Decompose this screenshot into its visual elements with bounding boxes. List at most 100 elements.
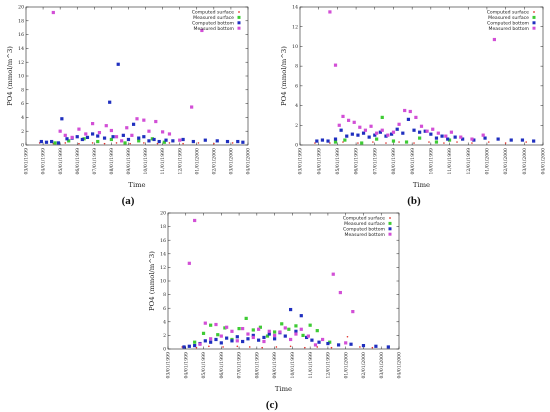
data-point [386, 133, 390, 137]
x-tick-label: 11/01/1999 [308, 352, 314, 379]
data-point [56, 141, 61, 145]
data-point [251, 335, 255, 340]
data-point [425, 129, 429, 133]
data-point [77, 127, 81, 131]
data-point [80, 137, 84, 142]
data-point [338, 290, 342, 295]
data-point [447, 138, 452, 142]
y-axis-label: PO4 (mmol/m^3) [280, 46, 288, 106]
legend-marker [389, 217, 391, 219]
x-tick-label: 03/01/1999 [24, 148, 30, 175]
x-tick-label: 10/01/1999 [143, 148, 149, 175]
legend-marker [237, 21, 241, 25]
data-point [195, 346, 198, 349]
data-point [367, 135, 371, 139]
data-point [147, 129, 151, 133]
data-point [235, 339, 239, 343]
data-point [317, 340, 321, 344]
data-point [216, 333, 220, 337]
data-point [197, 142, 200, 144]
data-point [315, 329, 319, 333]
data-point [418, 136, 422, 140]
data-point [223, 326, 227, 330]
series-measured-bottom [328, 10, 496, 141]
y-tick-label: 4 [295, 103, 298, 109]
data-point [44, 140, 49, 144]
data-point [461, 137, 465, 141]
data-point [103, 142, 106, 145]
data-point [304, 346, 306, 349]
legend-label: Measured bottom [193, 26, 234, 32]
data-point [237, 327, 241, 331]
data-point [328, 340, 332, 344]
data-point [398, 141, 400, 143]
data-point [108, 100, 112, 104]
data-point [449, 130, 454, 134]
series-measured-bottom [51, 10, 204, 143]
x-tick-label: 07/01/1999 [92, 148, 98, 175]
series-computed-bottom [315, 117, 536, 143]
data-point [280, 322, 284, 326]
data-point [333, 137, 338, 141]
x-tick-label: 09/01/1999 [272, 352, 278, 379]
data-point [391, 130, 396, 134]
data-point [306, 334, 310, 338]
y-tick-label: 16 [160, 238, 166, 244]
legend-marker [388, 227, 392, 231]
data-point [109, 137, 113, 142]
data-point [208, 345, 210, 348]
data-point [294, 329, 298, 333]
data-point [121, 133, 125, 137]
data-point [219, 334, 223, 338]
y-tick-label: 0 [21, 143, 24, 149]
data-point [330, 346, 333, 349]
data-point [351, 310, 355, 314]
y-tick-label: 12 [292, 24, 298, 30]
data-point [440, 134, 444, 138]
data-point [157, 139, 161, 144]
data-point [436, 131, 440, 135]
data-point [129, 142, 131, 145]
y-tick-label: 2 [21, 129, 24, 135]
x-tick-label: 09/01/1999 [126, 148, 132, 175]
data-point [352, 120, 356, 124]
data-point [287, 327, 291, 331]
data-point [193, 344, 197, 348]
data-point [191, 139, 195, 144]
data-point [301, 333, 305, 337]
data-point [481, 133, 485, 137]
data-point [209, 323, 213, 327]
y-tick-label: 18 [160, 224, 166, 230]
y-tick-label: 0 [295, 143, 298, 149]
series-measured-surface [333, 115, 452, 145]
x-tick-label: 03/01/2000 [229, 148, 235, 175]
data-point [403, 108, 407, 113]
data-point [294, 324, 298, 328]
x-tick-label: 02/01/2000 [211, 148, 217, 175]
data-point [198, 342, 202, 346]
data-point [203, 339, 207, 343]
data-point [472, 138, 476, 142]
x-tick-label: 06/01/1999 [354, 148, 360, 175]
data-point [201, 331, 206, 335]
x-tick-label: 05/01/1999 [335, 148, 341, 175]
data-point [39, 139, 43, 144]
data-point [91, 142, 94, 144]
data-point [96, 134, 100, 138]
data-point [326, 139, 330, 143]
data-point [429, 132, 433, 136]
data-point [267, 332, 271, 336]
x-axis-label: Time [275, 385, 292, 393]
legend-label: Measured bottom [488, 26, 529, 32]
data-point [374, 344, 378, 348]
data-point [251, 333, 255, 337]
data-point [371, 346, 374, 349]
data-point [414, 115, 418, 119]
data-point [109, 128, 113, 133]
data-point [358, 125, 362, 129]
data-point [299, 314, 303, 318]
data-point [154, 119, 158, 124]
x-tick-label: 04/01/1999 [316, 148, 322, 175]
data-point [161, 130, 165, 134]
